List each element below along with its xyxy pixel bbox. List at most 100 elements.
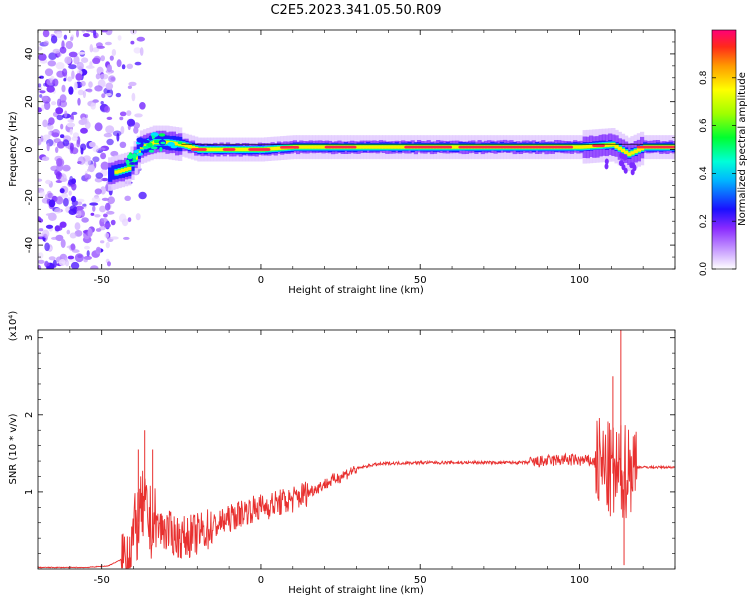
noise-speckle — [81, 57, 89, 63]
noise-speckle — [44, 68, 54, 77]
noise-speckle — [100, 218, 108, 223]
noise-speckle — [38, 228, 44, 232]
noise-speckle — [52, 48, 60, 54]
band-core — [120, 168, 125, 172]
ridge-peak — [324, 145, 357, 149]
noise-speckle — [90, 102, 96, 110]
noise-speckle — [51, 101, 57, 106]
noise-speckle — [95, 228, 102, 232]
noise-speckle — [127, 217, 132, 223]
spectrogram-axes: -50 0 50 100 -40 -20 0 20 40 — [24, 29, 676, 286]
noise-speckle — [134, 113, 143, 118]
noise-speckle — [103, 133, 113, 138]
ridge-blob — [148, 149, 155, 153]
band-core — [311, 145, 317, 149]
noise-speckle — [43, 40, 49, 46]
noise-speckle — [63, 78, 67, 82]
noise-speckle — [133, 47, 142, 54]
noise-speckle — [84, 245, 90, 250]
ridge-blob — [127, 154, 133, 160]
band-core — [397, 145, 403, 149]
band-core — [576, 145, 581, 149]
noise-speckle — [51, 129, 60, 137]
noise-speckle — [95, 172, 104, 179]
band-core — [366, 145, 371, 149]
colorbar-ticks: 0.0 0.2 0.4 0.6 0.8 — [699, 29, 737, 277]
ridge-blob — [150, 146, 158, 150]
noise-speckle — [71, 136, 79, 142]
noise-speckle — [48, 199, 56, 208]
band-core — [184, 144, 189, 148]
noise-speckle — [69, 142, 74, 152]
noise-speckle — [55, 225, 63, 231]
snr-x-axis-label: Height of straight line (km) — [288, 585, 424, 596]
band-core — [675, 145, 679, 150]
band-core — [394, 145, 399, 149]
noise-speckle — [55, 31, 63, 39]
snr-y-tick-label: 3 — [24, 335, 35, 341]
noise-speckle — [67, 255, 75, 260]
band-core — [127, 166, 132, 171]
spectrogram-x-tick-label: 100 — [570, 275, 589, 286]
band-core — [216, 147, 221, 152]
colorbar-tick-label: 0.0 — [699, 262, 709, 277]
noise-speckle — [105, 92, 112, 97]
noise-speckle — [108, 75, 116, 83]
ridge-blob — [160, 141, 166, 145]
noise-speckle — [67, 76, 73, 82]
noise-speckle — [48, 117, 55, 125]
band-core — [372, 145, 377, 149]
snr-axes: -50 0 50 100 1 2 3 — [24, 330, 676, 586]
noise-speckle — [89, 202, 99, 206]
noise-speckle — [110, 150, 119, 157]
noise-speckle — [69, 232, 77, 239]
band-core — [573, 145, 578, 149]
band-core — [175, 142, 180, 146]
noise-speckle — [94, 85, 103, 92]
noise-speckle — [64, 56, 72, 64]
noise-speckle — [65, 40, 74, 50]
ridge-blob — [137, 137, 144, 143]
noise-speckle — [135, 213, 141, 221]
noise-speckle — [91, 196, 101, 203]
band-core — [579, 145, 584, 149]
noise-speckle — [80, 80, 86, 87]
noise-speckle — [127, 85, 132, 90]
noise-speckle — [106, 138, 114, 146]
ridge-peak — [222, 148, 236, 151]
noise-speckle — [44, 242, 50, 252]
band-core — [238, 147, 243, 152]
band-core — [235, 147, 240, 152]
noise-speckle — [55, 107, 64, 115]
noise-speckle — [38, 53, 47, 61]
band-core — [636, 148, 641, 152]
noise-speckle — [80, 127, 88, 134]
ridge-blob — [148, 135, 152, 141]
band-core — [675, 144, 679, 151]
noise-speckle — [104, 232, 110, 239]
band-core — [640, 146, 645, 151]
ridge-blob — [170, 145, 178, 149]
band-core — [585, 145, 590, 149]
noise-speckle — [126, 63, 133, 69]
noise-speckle — [59, 188, 65, 194]
ridge-blob — [133, 159, 138, 163]
band-core — [315, 145, 320, 149]
spectrogram-y-tick-label: 0 — [24, 146, 35, 152]
band-core — [614, 145, 619, 149]
noise-speckle — [103, 223, 111, 229]
noise-speckle — [139, 102, 146, 110]
noise-speckle — [77, 201, 83, 205]
noise-speckle — [106, 210, 115, 215]
noise-speckle — [136, 36, 145, 42]
noise-speckle — [116, 59, 122, 68]
ridge-dip — [604, 163, 609, 170]
noise-speckle — [41, 104, 45, 111]
noise-speckle — [45, 224, 54, 229]
band-core — [378, 145, 383, 149]
noise-speckle — [54, 207, 62, 214]
noise-speckle — [124, 195, 131, 201]
noise-speckle — [43, 83, 47, 87]
noise-speckle — [59, 46, 67, 54]
noise-speckle — [85, 30, 92, 33]
